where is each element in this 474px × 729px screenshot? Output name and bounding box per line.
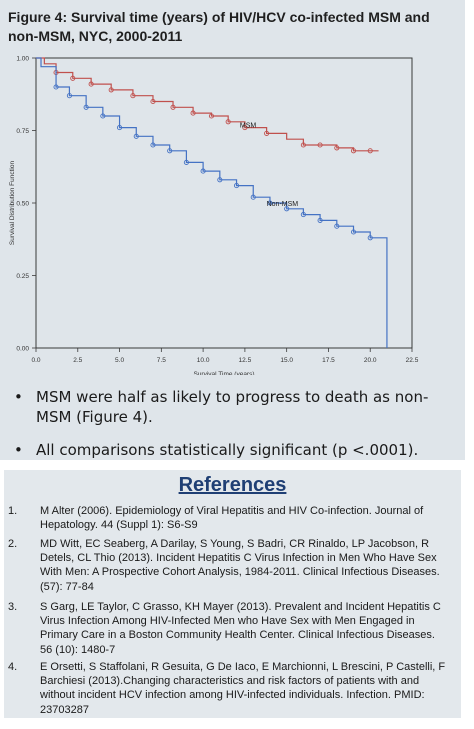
censor-marker [130,93,136,99]
bullet-symbol: • [14,441,23,459]
y-tick-label: 1.00 [16,56,29,63]
y-tick-label: 0.25 [16,273,29,280]
censor-marker [190,110,196,116]
x-tick-label: 20.0 [364,357,377,364]
series-annotation: MSM [240,123,257,130]
censor-marker [334,223,340,229]
y-axis-label: Survival Distribution Function [9,161,16,246]
reference-text: S Garg, LE Taylor, C Grasso, KH Mayer (2… [40,601,441,656]
reference-number: 2. [8,538,18,550]
series-annotation: Non-MSM [267,201,299,208]
censor-marker [133,133,139,139]
censor-marker [108,87,114,93]
x-tick-label: 7.5 [157,357,166,364]
x-tick-label: 10.0 [197,357,210,364]
censor-marker [66,93,72,99]
censor-marker [350,229,357,235]
censor-marker [200,168,206,174]
censor-marker [350,148,357,154]
x-tick-label: 5.0 [115,357,124,364]
censor-marker [217,177,223,183]
bullet-symbol: • [14,388,23,406]
censor-marker [317,217,323,223]
censor-marker [264,130,270,136]
references-panel: References 1. M Alter (2006). Epidemiolo… [4,470,461,718]
x-axis-label: Survival Time (years) [193,371,254,375]
censor-marker [208,113,215,119]
censor-marker [225,119,231,125]
censor-marker [367,235,373,241]
figure-panel: Figure 4: Survival time (years) of HIV/H… [0,0,465,460]
censor-marker [300,212,306,218]
reference-text: E Orsetti, S Staffolani, R Gesuita, G De… [40,661,446,716]
bullet-text: MSM were half as likely to progress to d… [36,388,429,426]
reference-number: 4. [8,661,18,673]
censor-marker [88,81,94,87]
censor-marker [334,145,340,151]
references-title: References [178,474,287,496]
survival-chart: 0.0 2.5 5.0 7.5 10.0 12.5 15.0 17.5 20.0 22.5 0.00… [9,56,419,376]
censor-marker [284,206,290,212]
censor-marker [70,75,76,81]
censor-marker [242,125,248,131]
censor-marker [167,148,173,154]
series-line-msm [36,57,379,152]
plot-area [35,57,413,349]
x-tick-label: 17.5 [322,357,335,364]
censor-marker [83,104,89,110]
censor-marker [150,142,156,148]
y-tick-label: 0.50 [16,201,29,208]
censor-marker [100,113,106,119]
x-tick-label: 0.0 [31,357,40,364]
reference-text: MD Witt, EC Seaberg, A Darilay, S Young,… [40,538,440,593]
reference-text: M Alter (2006). Epidemiology of Viral He… [40,505,424,532]
censor-marker [150,98,156,105]
bullet-text: All comparisons statistically significan… [36,441,419,459]
series-line-non-msm [36,57,388,348]
reference-number: 1. [8,505,18,517]
censor-marker [300,142,306,148]
y-tick-label: 0.75 [16,128,29,135]
x-tick-label: 12.5 [239,357,252,364]
y-tick-label: 0.00 [16,346,29,353]
censor-marker [267,200,273,206]
censor-marker [317,142,323,148]
x-tick-label: 15.0 [280,357,293,364]
censor-marker [233,183,240,189]
censor-marker [117,125,123,131]
censor-marker [183,159,189,165]
censor-marker [170,104,176,110]
x-tick-label: 22.5 [406,357,419,364]
censor-marker [367,148,373,154]
reference-number: 3. [8,601,18,613]
figure-title: Figure 4: Survival time (years) of HIV/H… [8,9,430,44]
censor-marker [53,84,59,90]
x-tick-label: 2.5 [73,357,82,364]
censor-marker [250,194,256,200]
